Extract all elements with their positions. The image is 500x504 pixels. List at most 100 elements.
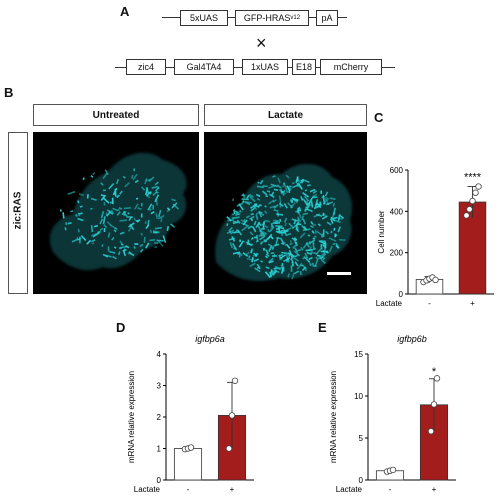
fluorescent-cell xyxy=(303,256,311,263)
cross-symbol: × xyxy=(256,33,267,53)
fluorescent-cell xyxy=(305,242,311,248)
fluorescent-cell xyxy=(281,233,283,236)
fluorescent-cell xyxy=(143,236,146,243)
fluorescent-cell xyxy=(149,239,156,242)
fluorescent-cell xyxy=(260,260,263,263)
fluorescent-cell xyxy=(281,183,286,188)
fluorescent-cell xyxy=(271,224,274,228)
fluorescent-cell xyxy=(270,269,273,273)
fluorescent-cell xyxy=(312,224,316,226)
fluorescent-cell xyxy=(253,258,260,262)
fluorescent-cell xyxy=(289,185,292,188)
bar xyxy=(173,448,203,481)
fluorescent-cell xyxy=(253,204,258,211)
fluorescent-cell xyxy=(238,240,244,248)
fluorescent-cell xyxy=(292,256,299,262)
fluorescent-cell xyxy=(103,224,108,229)
fluorescent-cell xyxy=(246,251,250,255)
fluorescent-cell xyxy=(300,246,304,251)
fluorescent-cell xyxy=(315,248,322,255)
fluorescent-cell xyxy=(287,258,290,263)
fluorescent-cell xyxy=(147,219,150,225)
fluorescent-cell xyxy=(264,225,269,229)
construct-superscript: v12 xyxy=(290,15,301,21)
fluorescent-cell xyxy=(260,232,265,235)
fluorescent-cell xyxy=(258,204,262,207)
fluorescent-cell xyxy=(281,268,285,272)
fluorescent-cell xyxy=(253,220,257,226)
construct-element-pa: pA xyxy=(316,10,338,26)
x-tick-label: + xyxy=(432,485,437,494)
chart-igfbp6b: igfbp6b 0 5 10 15 mRNA relative expression - + L… xyxy=(329,334,456,494)
fluorescent-cell xyxy=(298,206,302,212)
fluorescent-cell xyxy=(77,212,83,215)
fluorescent-cell xyxy=(117,208,120,212)
fluorescent-cell xyxy=(134,243,139,245)
fluorescent-cell xyxy=(107,232,111,238)
genotype-label: zic:RAS xyxy=(12,191,24,230)
fluorescent-cell xyxy=(67,222,72,225)
fluorescent-cell xyxy=(285,232,292,237)
fluorescent-cell xyxy=(266,190,271,193)
fluorescent-cell xyxy=(307,234,311,237)
fluorescent-cell xyxy=(273,208,279,213)
fluorescent-cell xyxy=(306,251,313,255)
data-point xyxy=(187,444,195,451)
fluorescent-cell xyxy=(257,181,260,184)
fluorescent-cell xyxy=(264,236,271,242)
fluorescent-cell xyxy=(254,267,261,273)
fluorescent-cell xyxy=(147,203,153,211)
fluorescent-cell xyxy=(285,243,291,249)
fluorescent-cell xyxy=(154,181,159,186)
fluorescent-cell xyxy=(321,215,328,220)
construct-element-mcherry: mCherry xyxy=(320,59,382,75)
fluorescent-cell xyxy=(227,218,235,222)
y-tick-label: 3 xyxy=(157,382,162,391)
fluorescent-cell xyxy=(149,229,153,234)
fluorescent-cell xyxy=(309,245,313,250)
fluorescent-cell xyxy=(259,230,263,234)
fluorescent-cell xyxy=(256,263,261,270)
fluorescent-cell xyxy=(290,255,297,258)
x-tick-label: + xyxy=(470,299,475,308)
fluorescent-cell xyxy=(312,190,318,194)
fluorescent-cell xyxy=(275,230,279,233)
fluorescent-cell xyxy=(140,232,144,236)
fluorescent-cell xyxy=(157,214,165,220)
chart-cell-number: 0 200 400 600 Cell number - + Lactate **** xyxy=(376,166,494,308)
fluorescent-cell xyxy=(100,194,107,201)
y-tick-label: 5 xyxy=(359,434,364,443)
fluorescent-cell xyxy=(103,228,106,233)
fluorescent-cell xyxy=(79,205,83,208)
fluorescent-cell xyxy=(290,202,296,209)
y-tick-label: 4 xyxy=(157,350,162,359)
fluorescent-cell xyxy=(322,244,326,248)
fluorescent-cell xyxy=(291,181,295,185)
fluorescent-cell xyxy=(305,206,308,209)
fluorescent-cell xyxy=(245,215,251,219)
fluorescent-cell xyxy=(100,182,104,186)
fluorescent-cell xyxy=(315,256,319,261)
fluorescent-cell xyxy=(256,198,260,201)
data-point xyxy=(466,206,473,213)
fluorescent-cell xyxy=(305,248,314,252)
x-axis-label: Lactate xyxy=(134,485,161,494)
fluorescent-cell xyxy=(276,212,280,217)
fluorescent-cell xyxy=(245,241,253,247)
fluorescent-cell xyxy=(109,224,116,229)
fluorescent-cell xyxy=(250,237,254,241)
fluorescent-cell xyxy=(277,177,281,184)
fluorescent-cell xyxy=(273,203,279,209)
fluorescent-cell xyxy=(235,213,241,216)
fluorescent-cell xyxy=(302,228,311,232)
fluorescent-cell xyxy=(151,185,158,189)
fluorescent-cell xyxy=(326,197,329,202)
fluorescent-cell xyxy=(255,214,259,220)
y-tick-label: 400 xyxy=(390,207,404,216)
fluorescent-cell xyxy=(315,229,317,235)
fluorescent-cell xyxy=(92,171,96,176)
fluorescent-cell xyxy=(154,242,159,244)
fluorescent-cell xyxy=(106,211,111,217)
fluorescent-cell xyxy=(275,225,283,228)
fluorescent-cell xyxy=(110,209,114,214)
